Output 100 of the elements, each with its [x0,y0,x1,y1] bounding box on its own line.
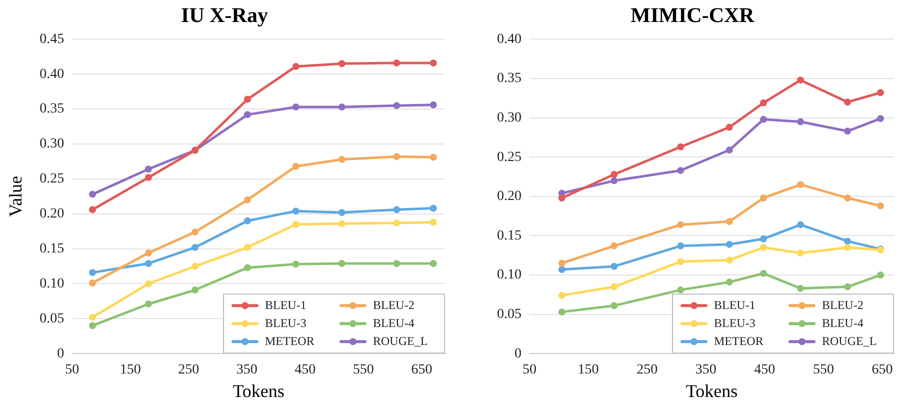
point [610,262,618,270]
legend-label: ROUGE_L [822,334,877,348]
y-tick-label: 0.05 [497,306,522,322]
point [844,98,852,106]
point [88,322,96,330]
legend-label: ROUGE_L [373,334,428,348]
x-tick-label: 450 [754,362,776,378]
legend-label: BLEU-4 [373,316,414,330]
point [876,202,884,210]
y-axis-title: Value [6,176,26,217]
point [244,217,251,224]
point [677,286,684,294]
point [393,153,400,160]
legend-label: BLEU-4 [822,316,864,330]
y-tick-label: 0.20 [497,189,522,204]
point [797,284,804,292]
point [292,103,300,110]
point [144,166,152,173]
x-tick-label: 150 [120,362,141,378]
point [760,116,767,123]
x-tick-label: 550 [352,362,374,378]
point [726,278,733,286]
x-tick-label: 50 [65,362,80,378]
point [192,228,199,236]
point [292,208,300,215]
x-tick-label: 50 [522,362,536,378]
point [797,76,804,84]
point [430,101,437,108]
y-tick-label: 0 [514,346,522,362]
point [760,99,767,106]
point [430,218,437,226]
legend-label: METEOR [265,334,314,348]
point [797,221,804,228]
point [558,308,566,316]
point [244,196,251,204]
y-tick-label: 0.05 [40,311,64,326]
point [88,314,96,321]
point [610,302,618,310]
y-tick-label: 0.35 [497,71,522,86]
legend-label: BLEU-3 [714,316,756,330]
y-tick-label: 0.25 [40,172,64,187]
x-tick-label: 350 [236,362,258,378]
point [726,124,733,131]
point [430,260,437,267]
y-tick-label: 0.20 [40,206,64,222]
point [844,238,852,245]
point [677,221,684,228]
y-tick-label: 0 [57,346,64,362]
x-tick-label: 450 [294,362,316,378]
legend-label: BLEU-2 [822,298,864,312]
point [760,194,767,202]
point [726,256,733,264]
point [393,219,400,226]
point [430,154,437,161]
point [144,249,152,256]
point [610,177,618,184]
point [610,283,618,290]
point [760,244,767,251]
point [844,283,852,290]
point [88,206,96,214]
point [292,162,300,170]
x-tick-label: 550 [812,362,834,378]
point [192,244,199,251]
y-tick-label: 0.40 [40,66,64,82]
point [144,300,152,308]
point [88,269,96,276]
point [844,128,852,135]
point [393,102,400,110]
point [244,111,251,118]
x-tick-label: 350 [695,362,716,378]
x-tick-label: 150 [578,362,599,378]
point [610,242,618,250]
chart-title: IU X-Ray [181,3,268,28]
y-tick-label: 0.10 [497,268,522,283]
x-tick-label: 250 [178,362,200,378]
point [430,59,437,66]
point [726,240,733,248]
legend-label: METEOR [714,334,764,348]
point [677,258,684,266]
x-axis-title: Tokens [686,380,738,401]
x-tick-label: 250 [636,362,658,378]
y-tick-label: 0.25 [497,150,522,165]
point [192,286,199,294]
point [797,249,804,256]
x-tick-label: 650 [872,362,893,378]
point [88,190,96,198]
x-tick-label: 650 [411,362,432,378]
y-tick-label: 0.15 [40,241,64,256]
point [338,156,346,163]
point [726,218,733,226]
legend-label: BLEU-1 [265,298,306,312]
point [558,292,566,299]
y-tick-label: 0.30 [497,110,522,126]
point [876,115,884,122]
legend-label: BLEU-3 [265,316,306,330]
point [558,194,566,202]
point [244,264,251,272]
point [677,242,684,250]
point [610,170,618,178]
point [144,260,152,267]
